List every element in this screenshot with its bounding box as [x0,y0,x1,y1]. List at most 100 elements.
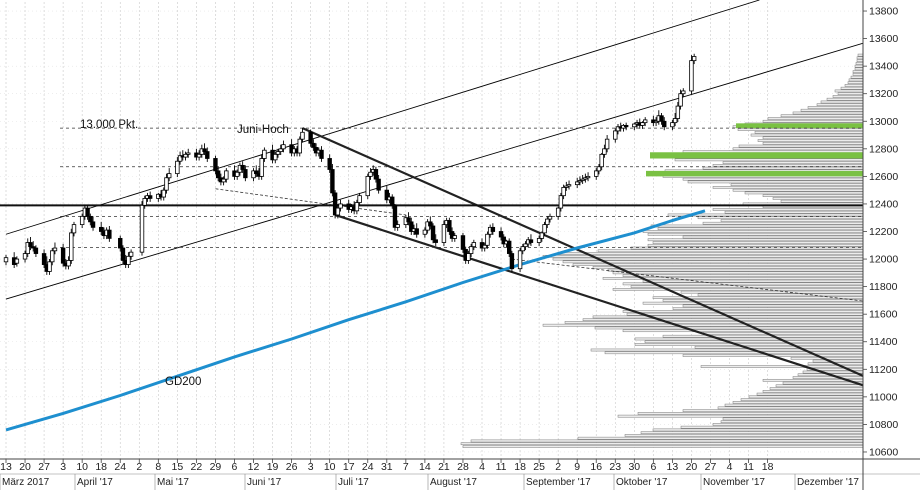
candle [99,221,104,235]
candle-body [79,215,85,226]
x-tick-label: 12 [248,461,260,473]
y-tick-label: 12600 [869,171,898,183]
candle [368,168,373,180]
volume-profile-bar [775,384,864,388]
volume-profile-bar [592,266,864,269]
candle [501,234,506,248]
candle-body [580,178,585,181]
candle [681,88,686,98]
candle-body [482,244,487,249]
candle [22,250,28,263]
volume-profile-bar [682,235,864,239]
volume-profile-bar [848,78,864,82]
candle [273,151,278,164]
candle-body [406,217,411,223]
candle [583,173,588,183]
candle [365,173,370,200]
candle-body [422,229,428,235]
candle [414,223,419,238]
volume-profile-bar [856,59,864,62]
candle [566,180,572,190]
candle-body [142,198,147,206]
volume-profile-bar [812,359,864,363]
candle-body [311,142,316,148]
volume-profile-bar [657,227,864,231]
volume-profile-bar [460,442,864,446]
y-tick-label: 13400 [869,61,898,73]
volume-profile-bar [594,326,864,330]
candle-body [254,170,259,175]
volume-profile-bar [662,334,864,338]
candle [142,195,147,209]
candle [120,245,126,264]
candle-body [384,189,389,201]
x-tick-label: 27 [705,461,717,473]
candle [357,192,362,207]
candle [509,250,515,273]
candle-body [653,120,659,124]
candle-body [575,181,580,186]
volume-profile-bar [854,64,864,68]
candle-body [466,253,471,261]
x-tick-label: 4 [479,461,485,473]
candle-body [126,255,131,265]
x-tick-label: 7 [403,461,409,473]
volume-profile-bar [637,412,864,415]
candle-body [599,153,604,168]
candle [406,212,411,226]
candle [186,148,191,158]
volume-profile-bar [840,86,864,90]
x-tick-label: 2 [555,461,561,473]
candle [520,243,525,255]
candle [47,259,52,275]
volume-profile-bar [820,100,864,104]
x-month-label: Dezember '17 [797,477,859,488]
volume-profile-bar [640,431,864,435]
candle [675,101,681,122]
volume-profile-bar [617,414,864,418]
volume-profile-bar [650,224,864,228]
candle-body [681,90,686,95]
candle [506,238,512,257]
candle [275,148,281,158]
volume-profile-bar [762,141,864,145]
volume-profile-bar [582,318,864,322]
volume-profile-bar [652,428,864,432]
candle [670,119,675,131]
candle [289,139,294,157]
candle [689,55,694,95]
volume-profile-bar [748,395,864,399]
x-tick-label: 6 [650,461,656,473]
candle [539,231,545,242]
x-tick-label: 11 [496,461,507,473]
x-tick-label: 27 [38,461,50,473]
candle-body [338,203,343,209]
candle [177,151,183,165]
candle [449,227,455,242]
volume-profile-bar [634,337,864,341]
candle [596,163,602,175]
candle-body [672,118,678,124]
candle-body [22,253,28,260]
x-tick-label: 11 [743,461,754,473]
candle [50,248,55,266]
volume-profile-bar [854,67,864,71]
candle-body [452,235,457,239]
candle [139,201,145,256]
candle-body [3,257,9,263]
candle-body [433,239,438,243]
volume-profile-bar [622,310,864,313]
volume-profile-bar [769,387,864,390]
volume-profile-bar [607,268,864,272]
x-month-label: Juni '17 [247,477,282,488]
candle-body [234,171,240,177]
candle [126,252,131,269]
candle [376,175,381,194]
candle-body [139,204,145,253]
candle [460,232,466,253]
candle [327,154,332,173]
y-tick-label: 11200 [869,364,898,376]
candle [604,135,610,153]
volume-profile-bar [744,191,864,195]
